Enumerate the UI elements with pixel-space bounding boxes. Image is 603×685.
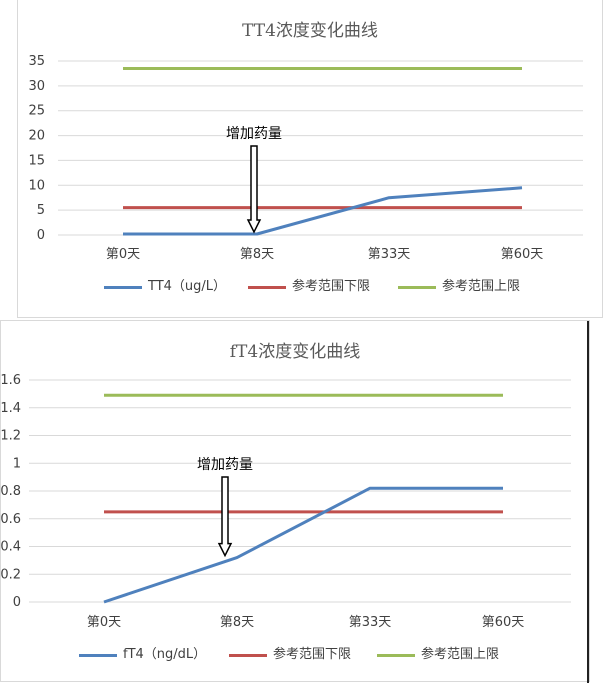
- ft4-annotation-arrow: [217, 476, 233, 558]
- ft4-y-tick-label: 1.4: [1, 401, 21, 416]
- ft4-legend-label-series: fT4（ng/dL）: [123, 647, 207, 662]
- ft4-y-tick-label: 0.2: [1, 567, 21, 582]
- ft4-series-line-0: [103, 486, 503, 604]
- tt4-y-tick-label: 25: [28, 104, 45, 119]
- tt4-legend-label-lower: 参考范围下限: [292, 279, 371, 294]
- tt4-chart-panel: TT4浓度变化曲线 0 5 10 15 20 25 30 35 第0天 第8天 第33天 第60天 增加…: [17, 0, 603, 318]
- tt4-y-tick-label: 35: [28, 54, 45, 69]
- tt4-y-tick-label: 0: [37, 228, 45, 243]
- tt4-legend-swatch-series: [104, 286, 142, 289]
- tt4-legend: TT4（ug/L） 参考范围下限 参考范围上限: [18, 278, 603, 298]
- ft4-y-tick-label: 1: [13, 456, 21, 471]
- tt4-legend-swatch-upper: [398, 286, 436, 289]
- ft4-y-tick-label: 1.2: [1, 429, 21, 444]
- ft4-y-tick-label: 0.4: [1, 540, 21, 555]
- ft4-x-tick-label: 第8天: [220, 615, 254, 630]
- ft4-y-tick-label: 0.8: [1, 484, 21, 499]
- tt4-series-line-0: [123, 186, 523, 236]
- tt4-x-tick-label: 第0天: [106, 247, 140, 262]
- ft4-y-tick-label: 0: [13, 595, 21, 610]
- tt4-y-tick-label: 15: [28, 153, 45, 168]
- tt4-chart-plot: 0 5 10 15 20 25 30 35 第0天 第8天 第33天 第60天 增加药量: [28, 54, 583, 262]
- tt4-annotation-arrow: [246, 145, 262, 234]
- ft4-legend: fT4（ng/dL） 参考范围下限 参考范围上限: [1, 646, 591, 666]
- tt4-legend-swatch-lower: [248, 286, 286, 289]
- ft4-y-tick-label: 0.6: [1, 512, 21, 527]
- ft4-legend-label-upper: 参考范围上限: [421, 647, 500, 662]
- ft4-legend-swatch-series: [79, 654, 117, 657]
- ft4-x-tick-label: 第60天: [482, 615, 525, 630]
- ft4-x-tick-label: 第33天: [349, 615, 392, 630]
- tt4-y-tick-label: 5: [37, 203, 45, 218]
- tt4-x-tick-label: 第60天: [501, 247, 544, 262]
- ft4-y-tick-label: 1.6: [1, 373, 21, 388]
- edge-divider: [587, 321, 589, 683]
- tt4-legend-label-series: TT4（ug/L）: [148, 279, 227, 294]
- ft4-chart-plot: 0 0.2 0.4 0.6 0.8 1 1.2 1.4 1.6 第0天 第8天 第33天 第60天 增加药…: [1, 373, 571, 630]
- tt4-y-tick-label: 30: [28, 79, 45, 94]
- ft4-legend-swatch-lower: [229, 654, 267, 657]
- tt4-x-tick-label: 第33天: [368, 247, 411, 262]
- ft4-legend-swatch-upper: [377, 654, 415, 657]
- ft4-legend-label-lower: 参考范围下限: [273, 647, 352, 662]
- tt4-y-tick-label: 20: [28, 129, 45, 144]
- ft4-chart-title: fT4浓度变化曲线: [229, 342, 361, 362]
- tt4-x-tick-label: 第8天: [240, 247, 274, 262]
- ft4-chart-panel: fT4浓度变化曲线 0 0.2 0.4 0.6 0.8 1 1.2 1.4 1.6 第0天 第8天 第…: [0, 320, 591, 683]
- tt4-annotation-text: 增加药量: [226, 126, 282, 142]
- tt4-y-tick-label: 10: [28, 178, 45, 193]
- tt4-chart-title: TT4浓度变化曲线: [242, 21, 378, 41]
- tt4-legend-label-upper: 参考范围上限: [442, 279, 521, 294]
- ft4-x-tick-label: 第0天: [87, 615, 121, 630]
- ft4-annotation-text: 增加药量: [197, 457, 253, 473]
